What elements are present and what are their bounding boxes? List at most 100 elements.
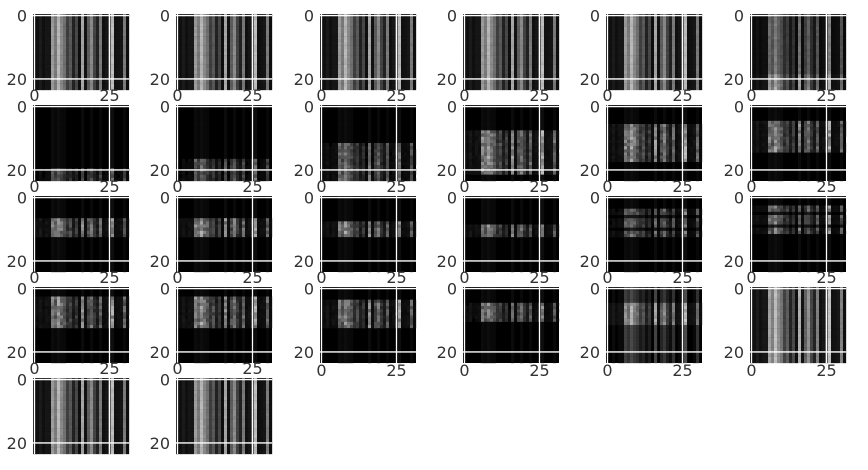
- heat-cell: [197, 23, 201, 27]
- x-tick-label: 0: [459, 86, 469, 105]
- heat-cell: [636, 42, 640, 46]
- heat-cell: [798, 86, 802, 91]
- heat-cell: [618, 39, 622, 43]
- heat-cell: [48, 26, 52, 30]
- heat-cell: [514, 45, 518, 49]
- heat-cell: [630, 55, 634, 59]
- heat-cell: [636, 48, 640, 53]
- heat-cell: [753, 55, 757, 59]
- heat-cell: [813, 20, 817, 24]
- heat-cell: [353, 42, 357, 46]
- heat-cell: [684, 86, 688, 91]
- heat-cell: [221, 36, 225, 40]
- heat-cell: [194, 55, 198, 59]
- heat-cell: [260, 74, 264, 78]
- heat-cell: [224, 33, 228, 37]
- heat-cell: [484, 55, 488, 59]
- heat-cell: [499, 58, 503, 62]
- heat-cell: [657, 67, 661, 72]
- heat-cell: [206, 36, 210, 40]
- heat-cell: [69, 36, 73, 40]
- heat-cell: [126, 58, 130, 62]
- heat-cell: [197, 29, 201, 34]
- heat-cell: [669, 23, 673, 27]
- heat-cell: [356, 29, 360, 34]
- heat-cell: [556, 52, 560, 56]
- heat-cell: [819, 58, 823, 62]
- heat-cell: [371, 55, 375, 59]
- heat-cell: [792, 55, 796, 59]
- heat-cell: [338, 71, 342, 75]
- heat-cell: [807, 29, 811, 34]
- heat-cell: [630, 48, 634, 53]
- heat-cell: [63, 177, 67, 182]
- heat-cell: [496, 26, 500, 30]
- heat-cell: [404, 36, 408, 40]
- heat-cell: [197, 74, 201, 78]
- heat-cell: [822, 33, 826, 37]
- heat-cell: [801, 52, 805, 56]
- heat-cell: [323, 39, 327, 43]
- heat-cell: [353, 26, 357, 30]
- heat-cell: [663, 33, 667, 37]
- heat-cell: [353, 58, 357, 62]
- heat-cell: [801, 42, 805, 46]
- heat-cell: [54, 117, 58, 121]
- heat-cell: [242, 67, 246, 72]
- heat-cell: [478, 83, 482, 87]
- heat-cell: [834, 26, 838, 30]
- heat-cell: [556, 39, 560, 43]
- heat-cell: [535, 67, 539, 72]
- heat-cell: [81, 108, 85, 112]
- heat-cell: [233, 64, 237, 68]
- heat-cell: [777, 48, 781, 53]
- heat-cell: [206, 23, 210, 27]
- heat-cell: [651, 33, 655, 37]
- heat-cell: [123, 45, 127, 49]
- heat-cell: [102, 45, 106, 49]
- heat-cell: [696, 67, 700, 72]
- heat-cell: [236, 80, 240, 84]
- heat-cell: [39, 174, 43, 178]
- heat-cell: [660, 26, 664, 30]
- heat-cell: [48, 52, 52, 56]
- heat-cell: [329, 39, 333, 43]
- heat-cell: [344, 33, 348, 37]
- heat-cell: [353, 20, 357, 24]
- heat-cell: [523, 29, 527, 34]
- heat-cell: [765, 61, 769, 65]
- heat-cell: [472, 64, 476, 68]
- heat-cell: [248, 71, 252, 75]
- heat-cell: [356, 74, 360, 78]
- heat-cell: [105, 20, 109, 24]
- heat-cell: [834, 64, 838, 68]
- heat-cell: [759, 29, 763, 34]
- heat-cell: [338, 48, 342, 53]
- heat-cell: [329, 20, 333, 24]
- heat-cell: [209, 74, 213, 78]
- heat-cell: [233, 45, 237, 49]
- heat-cell: [185, 26, 189, 30]
- heat-cell: [42, 71, 46, 75]
- heat-cell: [756, 17, 760, 21]
- heat-cell: [84, 48, 88, 53]
- heat-cell: [678, 86, 682, 91]
- heat-cell: [795, 55, 799, 59]
- heat-cell: [526, 55, 530, 59]
- heat-cell: [386, 55, 390, 59]
- heat-cell: [224, 80, 228, 84]
- heat-cell: [84, 67, 88, 72]
- heat-cell: [45, 52, 49, 56]
- heat-cell: [117, 61, 121, 65]
- heat-cell: [117, 55, 121, 59]
- heat-cell: [693, 61, 697, 65]
- heat-cell: [72, 29, 76, 34]
- heat-cell: [350, 17, 354, 21]
- heat-cell: [102, 48, 106, 53]
- heat-cell: [777, 45, 781, 49]
- heat-cell: [102, 80, 106, 84]
- heat-cell: [99, 117, 103, 121]
- heat-cell: [365, 67, 369, 72]
- heat-cell: [126, 26, 130, 30]
- heat-cell: [224, 26, 228, 30]
